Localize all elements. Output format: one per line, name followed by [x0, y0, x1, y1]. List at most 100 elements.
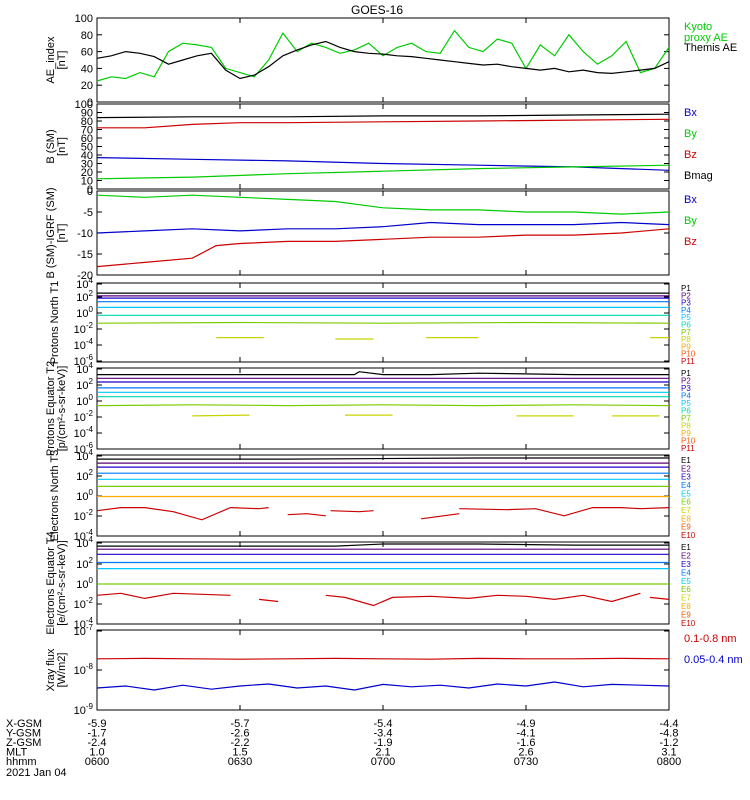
tick-label: 10-7: [74, 623, 94, 638]
tick-label: -5: [83, 207, 93, 219]
legend-entry: E5: [681, 489, 691, 498]
legend-entry: E9: [681, 523, 691, 532]
legend-entry: Bx: [684, 194, 697, 206]
legend-entry: P8: [681, 335, 691, 344]
series-line: [97, 543, 669, 547]
tick-label: 104: [76, 535, 93, 550]
tick-label: 10-9: [74, 702, 94, 717]
footer-value: 2.6: [518, 747, 533, 759]
series-line: [96, 221, 670, 234]
series-line: [96, 29, 670, 82]
y-axis-label: Protons Equator T2[p/(cm²-s-sr-keV)]: [45, 361, 68, 456]
tick-label: 102: [76, 377, 93, 392]
legend-entry: E2: [681, 551, 691, 560]
series-line: [96, 164, 670, 180]
legend-entry: P6: [681, 321, 691, 330]
legend-entry: E10: [681, 619, 696, 628]
tick-label: 0: [87, 97, 93, 109]
panel-frame: [96, 629, 670, 711]
tick-label: -15: [77, 249, 93, 261]
legend-entry: P2: [681, 291, 691, 300]
legend-entry: P1: [681, 284, 691, 293]
tick-label: 80: [81, 30, 93, 42]
legend-entry: E4: [681, 568, 691, 577]
legend-entry: P3: [681, 384, 691, 393]
tick-label: 102: [76, 289, 93, 304]
legend-entry: Bz: [684, 236, 697, 248]
series-line: [192, 414, 250, 417]
tick-label: 10-4: [74, 337, 94, 352]
legend-entry: P5: [681, 313, 691, 322]
legend-entry: E2: [681, 464, 691, 473]
footer-value: -5.9: [88, 718, 107, 730]
series-line: [421, 513, 460, 520]
y-axis-label: Protons North T1: [49, 281, 61, 365]
series-line: [649, 596, 670, 600]
tick-label: 60: [81, 47, 93, 59]
series-line: [259, 598, 279, 603]
series-line: [459, 507, 670, 517]
footer-value: 2.1: [375, 747, 390, 759]
series-line: [97, 118, 670, 129]
footer-value: -1.6: [517, 737, 536, 749]
series-line: [96, 40, 670, 80]
footer-row-label: MLT: [6, 747, 27, 759]
tick-label: 10-2: [74, 508, 94, 523]
y-axis-label: AE_index[nT]: [45, 36, 68, 84]
tick-label: 0: [87, 184, 93, 196]
legend-entry: By: [684, 128, 697, 140]
legend-entry: Bx: [684, 107, 697, 119]
legend-entry: E1: [681, 456, 691, 465]
legend-entry: Themis AE: [684, 42, 737, 54]
tick-label: 104: [76, 448, 93, 463]
legend-entry: P5: [681, 399, 691, 408]
legend-entry: E1: [681, 543, 691, 552]
legend-entry: Kyoto proxy AE: [684, 21, 728, 44]
footer-value: -1.7: [88, 728, 107, 740]
tick-label: -10: [77, 228, 93, 240]
tick-label: 40: [81, 63, 93, 75]
footer-row-label: X-GSM: [6, 718, 42, 730]
panel-7: 104 102 100 10-2 10-4 Electrons Equator T4[e/…: [45, 531, 696, 634]
tick-label: 0: [87, 186, 93, 198]
tick-label: 10-6: [74, 353, 94, 368]
series-line: [330, 510, 374, 513]
tick-label: 100: [76, 488, 93, 503]
legend-entry: E7: [681, 506, 691, 515]
legend-entry: By: [684, 215, 697, 227]
legend-entry: Bz: [684, 149, 697, 161]
legend-entry: P2: [681, 377, 691, 386]
footer-value: -1.2: [660, 737, 679, 749]
series-line: [325, 592, 641, 607]
tick-label: 100: [76, 576, 93, 591]
footer-value: -5.4: [374, 718, 393, 730]
legend-entry: P4: [681, 392, 691, 401]
y-axis-label: B (SM)-IGRF (SM)[nT]: [45, 187, 68, 278]
footer-value: -4.8: [660, 728, 679, 740]
legend-entry: P6: [681, 407, 691, 416]
legend-entry: P8: [681, 422, 691, 431]
tick-label: 10-4: [74, 425, 94, 440]
tick-label: 102: [76, 468, 93, 483]
y-axis-label: Electrons Equator T4[e/(cm²-s-sr-keV)]: [45, 531, 68, 634]
footer-value: 1.5: [232, 747, 247, 759]
legend-entry: E6: [681, 498, 691, 507]
tick-label: 80: [81, 116, 93, 128]
series-line: [96, 657, 670, 660]
tick-label: 100: [76, 393, 93, 408]
panel-3: -20 -15 -10 -5 0 B (SM)-IGRF (SM)[nT] Bx By Bz: [45, 186, 697, 282]
footer-value: -1.9: [374, 737, 393, 749]
footer-value: -5.7: [231, 718, 250, 730]
footer-value: 0730: [514, 756, 538, 768]
legend-entry: P10: [681, 350, 696, 359]
tick-label: 60: [81, 133, 93, 145]
legend-entry: E8: [681, 514, 691, 523]
legend-entry: E3: [681, 560, 691, 569]
legend-entry: E3: [681, 473, 691, 482]
legend-entry: P9: [681, 429, 691, 438]
tick-label: 100: [75, 99, 93, 111]
